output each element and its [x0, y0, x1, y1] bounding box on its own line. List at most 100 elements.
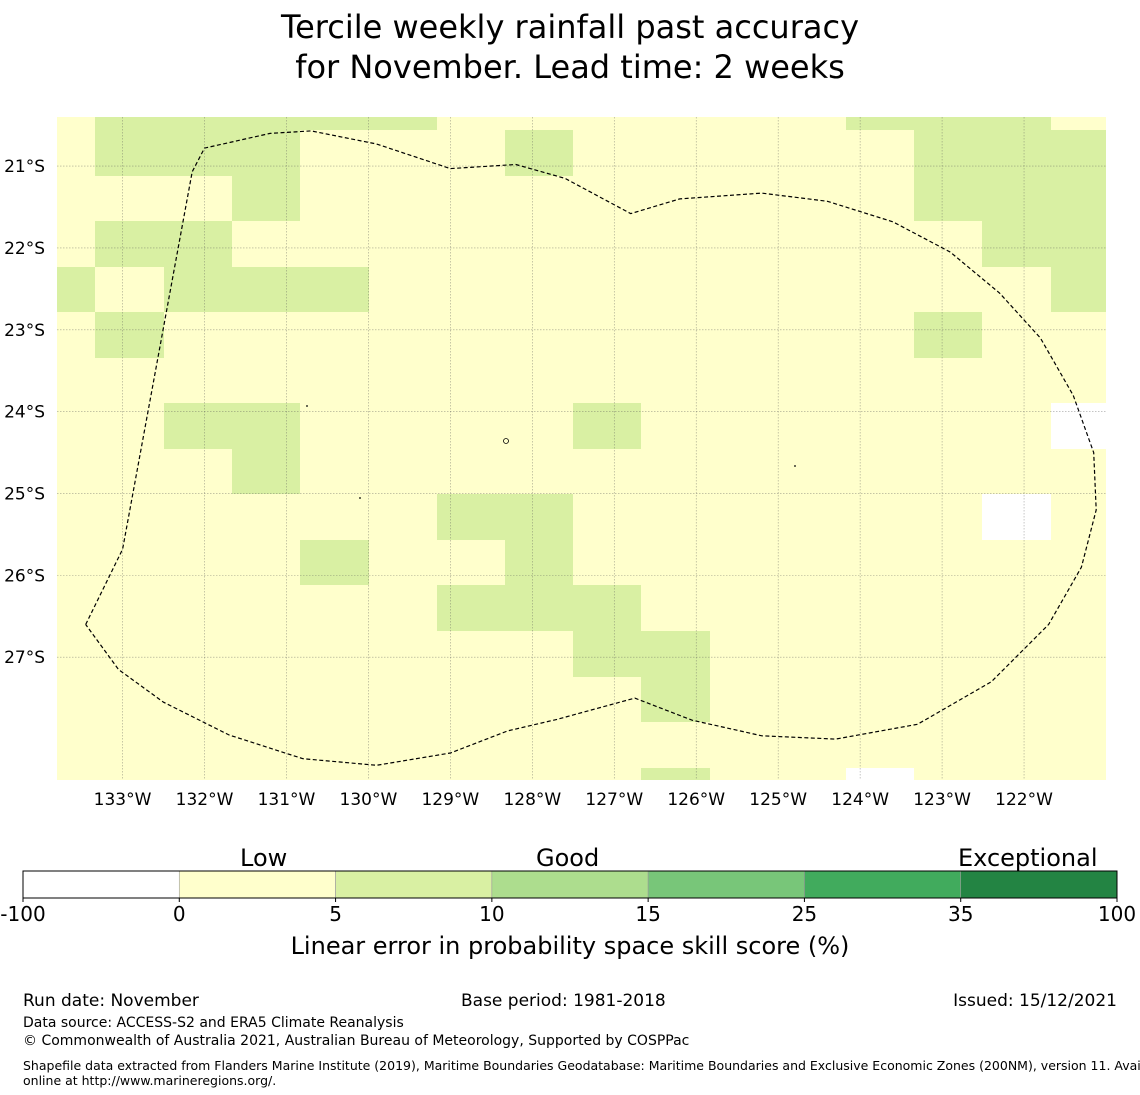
- lon-tick-label: 128°W: [503, 790, 561, 810]
- skill-cell: [232, 117, 300, 130]
- skill-cell: [641, 677, 710, 722]
- skill-cell: [914, 312, 982, 358]
- skill-cell: [914, 130, 982, 176]
- skill-grid: [57, 117, 1106, 780]
- island-marker: [794, 465, 796, 467]
- colorbar-tick-label: 15: [635, 902, 661, 926]
- lon-tick-label: 130°W: [340, 790, 398, 810]
- colorbar-tick-label: 100: [1097, 902, 1137, 926]
- lat-tick-label: 22°S: [4, 239, 45, 259]
- lat-tick-label: 25°S: [4, 485, 45, 505]
- map-title-line-1: Tercile weekly rainfall past accuracy: [280, 8, 859, 46]
- skill-cell: [300, 540, 369, 585]
- skill-cell: [164, 403, 232, 449]
- skill-cell: [95, 312, 164, 358]
- lon-tick-label: 126°W: [667, 790, 725, 810]
- skill-cell: [232, 176, 300, 221]
- colorbar-segment: [178, 870, 336, 899]
- map-title-line-2: for November. Lead time: 2 weeks: [295, 48, 845, 86]
- map-axis-ticks: 133°W 132°W 131°W 130°W 129°W 128°W 127°W 126°W…: [4, 157, 1053, 810]
- lon-tick-label: 133°W: [94, 790, 152, 810]
- colorbar-segment: [22, 870, 180, 899]
- colorbar-segment: [960, 870, 1118, 899]
- colorbar-title: Linear error in probability space skill …: [290, 932, 850, 960]
- colorbar-label-low: Low: [240, 844, 288, 872]
- skill-cell: [57, 267, 95, 312]
- skill-cell: [95, 221, 164, 267]
- lon-tick-label: 125°W: [749, 790, 807, 810]
- colorbar-tick-label: -100: [0, 902, 46, 926]
- skill-cell: [505, 494, 573, 540]
- island-marker: [359, 497, 361, 499]
- colorbar-label-good: Good: [536, 844, 600, 872]
- colorbar-tick-label: 5: [329, 902, 342, 926]
- skill-cell: [505, 130, 573, 176]
- skill-cell: [232, 449, 300, 494]
- lon-tick-label: 132°W: [176, 790, 234, 810]
- skill-cell: [232, 267, 300, 312]
- lat-tick-label: 23°S: [4, 321, 45, 341]
- island-marker: [503, 438, 509, 444]
- skill-cell: [505, 540, 573, 585]
- skill-cell: [437, 585, 505, 631]
- lon-tick-label: 127°W: [585, 790, 643, 810]
- skill-cell: [914, 117, 982, 130]
- colorbar-segment: [491, 870, 649, 899]
- skill-cell: [505, 585, 573, 631]
- skill-cell: [300, 267, 369, 312]
- lat-tick-label: 26°S: [4, 566, 45, 586]
- skill-cell: [846, 117, 914, 130]
- skill-cell: [573, 403, 641, 449]
- skill-cell: [369, 117, 437, 130]
- skill-cell: [164, 130, 232, 176]
- island-marker: [306, 405, 308, 407]
- skill-cell: [982, 176, 1051, 221]
- issued-date: Issued: 15/12/2021: [953, 991, 1117, 1011]
- lon-tick-label: 131°W: [258, 790, 316, 810]
- skill-cell: [982, 494, 1051, 540]
- skill-cell: [982, 221, 1051, 267]
- base-period: Base period: 1981-2018: [461, 991, 666, 1011]
- skill-cell: [164, 267, 232, 312]
- eez-boundary: [85, 130, 1097, 766]
- skill-cell: [232, 130, 300, 176]
- colorbar: [22, 870, 1118, 902]
- shapefile-credit-line-1: Shapefile data extracted from Flanders M…: [23, 1058, 1140, 1073]
- skill-cell: [914, 176, 982, 221]
- skill-cell: [300, 117, 369, 130]
- skill-cell: [1051, 130, 1106, 176]
- skill-cell: [164, 221, 232, 267]
- skill-cell: [1051, 176, 1106, 221]
- skill-cell: [982, 130, 1051, 176]
- lon-tick-label: 129°W: [421, 790, 479, 810]
- shapefile-credit-line-2: online at http://www.marineregions.org/.: [23, 1073, 277, 1088]
- skill-cell: [641, 631, 710, 677]
- lat-tick-label: 21°S: [4, 157, 45, 177]
- skill-cell: [95, 130, 164, 176]
- skill-cell: [573, 631, 641, 677]
- skill-cell: [641, 768, 710, 780]
- colorbar-segment: [647, 870, 805, 899]
- skill-cell: [1051, 267, 1106, 312]
- data-source: Data source: ACCESS-S2 and ERA5 Climate …: [23, 1015, 404, 1031]
- colorbar-label-exceptional: Exceptional: [958, 844, 1098, 872]
- colorbar-tick-label: 35: [947, 902, 974, 926]
- colorbar-tick-label: 25: [791, 902, 818, 926]
- run-date: Run date: November: [23, 991, 199, 1011]
- colorbar-tick-label: 10: [479, 902, 505, 926]
- skill-cell: [573, 585, 641, 631]
- skill-cell: [846, 768, 914, 780]
- skill-cell: [95, 117, 164, 130]
- copyright-notice: © Commonwealth of Australia 2021, Austra…: [23, 1033, 690, 1049]
- lat-tick-label: 27°S: [4, 648, 45, 668]
- colorbar-frame: [22, 870, 1118, 899]
- colorbar-tick-label: 0: [172, 902, 186, 926]
- skill-cell: [232, 403, 300, 449]
- lon-tick-label: 124°W: [831, 790, 889, 810]
- lon-tick-label: 122°W: [995, 790, 1053, 810]
- colorbar-segment: [804, 870, 962, 899]
- graticule: [57, 117, 1106, 780]
- skill-cell: [1051, 221, 1106, 267]
- skill-cell: [982, 117, 1051, 130]
